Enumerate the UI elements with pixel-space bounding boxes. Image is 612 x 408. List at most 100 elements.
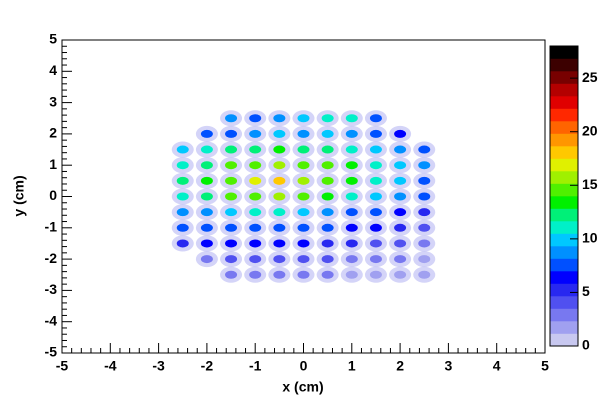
spot xyxy=(273,114,286,123)
spot xyxy=(297,239,310,248)
colorbar-box xyxy=(550,171,578,184)
spot xyxy=(249,161,262,170)
spot xyxy=(345,161,358,170)
spot xyxy=(176,208,189,217)
spot xyxy=(225,161,238,170)
colorbar-box xyxy=(550,333,578,347)
colorbar-box xyxy=(550,158,578,172)
x-tick-label: -4 xyxy=(104,358,117,374)
spot xyxy=(176,161,189,170)
colorbar-frame xyxy=(549,45,579,347)
spot xyxy=(273,208,286,217)
spot xyxy=(297,255,310,264)
spot xyxy=(394,192,407,201)
spot xyxy=(176,223,189,232)
spot xyxy=(345,223,358,232)
spot xyxy=(297,208,310,217)
spot xyxy=(225,208,238,217)
spot xyxy=(225,223,238,232)
y-tick-label: 1 xyxy=(49,156,57,172)
spot xyxy=(345,176,358,185)
colorbar-box xyxy=(550,321,578,334)
spot xyxy=(369,255,382,264)
spot xyxy=(418,145,431,154)
x-tick-label: 5 xyxy=(541,358,549,374)
spot xyxy=(321,239,334,248)
spot xyxy=(273,161,286,170)
colorbar-box xyxy=(550,296,578,309)
colorbar-box xyxy=(550,258,578,272)
spot xyxy=(418,239,431,248)
colorbar-box xyxy=(550,71,578,84)
spot xyxy=(321,176,334,185)
spot xyxy=(249,192,262,201)
x-tick-label: -3 xyxy=(152,358,165,374)
colorbar-box xyxy=(550,96,578,109)
spot xyxy=(225,129,238,138)
colorbar-box xyxy=(550,83,578,97)
spot xyxy=(225,270,238,279)
spot xyxy=(394,145,407,154)
spot xyxy=(249,176,262,185)
spot xyxy=(345,208,358,217)
spot xyxy=(321,223,334,232)
colorbar-box xyxy=(550,283,578,297)
spot xyxy=(200,223,213,232)
spot xyxy=(369,176,382,185)
colorbar-box xyxy=(550,233,578,247)
spot xyxy=(394,129,407,138)
spot xyxy=(394,176,407,185)
spot xyxy=(297,192,310,201)
spot xyxy=(200,239,213,248)
spot xyxy=(369,192,382,201)
spot xyxy=(225,255,238,264)
y-tick-label: 3 xyxy=(49,93,57,109)
spot xyxy=(345,192,358,201)
spot xyxy=(249,129,262,138)
spot xyxy=(345,145,358,154)
spot xyxy=(369,239,382,248)
colorbar-box xyxy=(550,221,578,234)
spot xyxy=(345,129,358,138)
spot xyxy=(418,255,431,264)
spot xyxy=(249,255,262,264)
spot xyxy=(200,176,213,185)
spot xyxy=(225,176,238,185)
spot xyxy=(200,255,213,264)
spot xyxy=(225,145,238,154)
colorbar-box xyxy=(550,183,578,197)
x-tick-label: -5 xyxy=(56,358,69,374)
z-tick-label: 25 xyxy=(582,69,598,85)
y-tick-label: -4 xyxy=(45,312,58,328)
spot xyxy=(321,129,334,138)
spot xyxy=(345,239,358,248)
colorbar-box xyxy=(550,108,578,122)
spot xyxy=(225,239,238,248)
spot xyxy=(273,192,286,201)
spot xyxy=(273,129,286,138)
spot xyxy=(369,145,382,154)
spot xyxy=(321,161,334,170)
spot xyxy=(321,255,334,264)
spot xyxy=(321,114,334,123)
spot xyxy=(225,192,238,201)
colorbar-box xyxy=(550,208,578,222)
y-tick-label: 0 xyxy=(49,187,57,203)
y-tick-label: 5 xyxy=(49,31,57,47)
spot xyxy=(345,114,358,123)
y-tick-label: -5 xyxy=(45,344,58,360)
spot xyxy=(176,145,189,154)
spot xyxy=(369,129,382,138)
spot xyxy=(321,192,334,201)
colorbar-box xyxy=(550,196,578,209)
spot xyxy=(297,114,310,123)
spot xyxy=(369,208,382,217)
x-tick-label: 3 xyxy=(445,358,453,374)
x-axis-title: x (cm) xyxy=(282,379,323,395)
spot xyxy=(369,223,382,232)
spot xyxy=(394,239,407,248)
spot xyxy=(200,145,213,154)
spot xyxy=(297,270,310,279)
colorbar-box xyxy=(550,133,578,147)
